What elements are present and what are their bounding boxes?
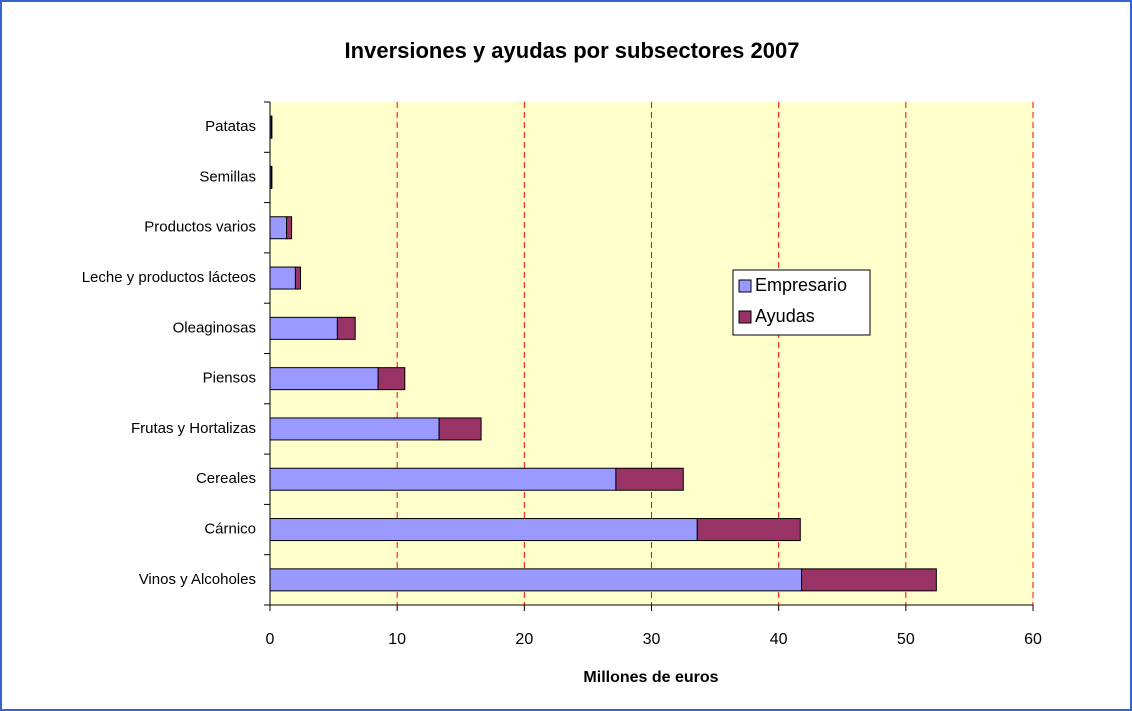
y-tick-label: Oleaginosas xyxy=(173,319,256,336)
bar-segment xyxy=(269,216,288,240)
bar-segment xyxy=(615,467,684,491)
x-tick-label: 20 xyxy=(515,631,533,648)
bar-segment xyxy=(270,115,273,139)
chart-title: Inversiones y ayudas por subsectores 200… xyxy=(345,38,800,63)
x-tick-label: 30 xyxy=(643,631,661,648)
legend-box xyxy=(732,269,871,336)
x-axis-label: Millones de euros xyxy=(583,669,718,686)
legend-label: Empresario xyxy=(755,275,847,295)
legend-label: Ayudas xyxy=(755,306,815,326)
y-tick-label: Piensos xyxy=(203,370,256,387)
y-tick-label: Productos varios xyxy=(144,219,256,236)
x-tick-label: 60 xyxy=(1024,631,1042,648)
bar-segment xyxy=(336,316,356,340)
y-tick-label: Cereales xyxy=(196,470,256,487)
bar-segment xyxy=(269,568,803,592)
bar-segment xyxy=(269,417,440,441)
y-tick-label: Semillas xyxy=(199,168,256,185)
x-tick-label: 0 xyxy=(266,631,275,648)
x-tick-label: 10 xyxy=(388,631,406,648)
y-tick-label: Cárnico xyxy=(204,521,256,538)
legend-swatch xyxy=(738,310,752,324)
y-tick-label: Leche y productos lácteos xyxy=(82,269,256,286)
x-tick-label: 40 xyxy=(770,631,788,648)
bar-segment xyxy=(286,216,293,240)
bar-segment xyxy=(269,518,698,542)
bar-segment xyxy=(438,417,482,441)
bar-segment xyxy=(269,367,379,391)
bar-segment xyxy=(269,467,617,491)
y-tick-label: Patatas xyxy=(205,118,256,135)
y-tick-label: Vinos y Alcoholes xyxy=(139,571,256,588)
bar-segment xyxy=(696,518,801,542)
bar-segment xyxy=(294,266,302,290)
bar-segment xyxy=(270,165,273,189)
bar-segment xyxy=(801,568,937,592)
x-tick-label: 50 xyxy=(897,631,915,648)
legend-swatch xyxy=(738,279,752,293)
bar-segment xyxy=(269,316,338,340)
y-tick-label: Frutas y Hortalizas xyxy=(131,420,256,437)
bar-segment xyxy=(377,367,406,391)
bar-segment xyxy=(269,266,296,290)
